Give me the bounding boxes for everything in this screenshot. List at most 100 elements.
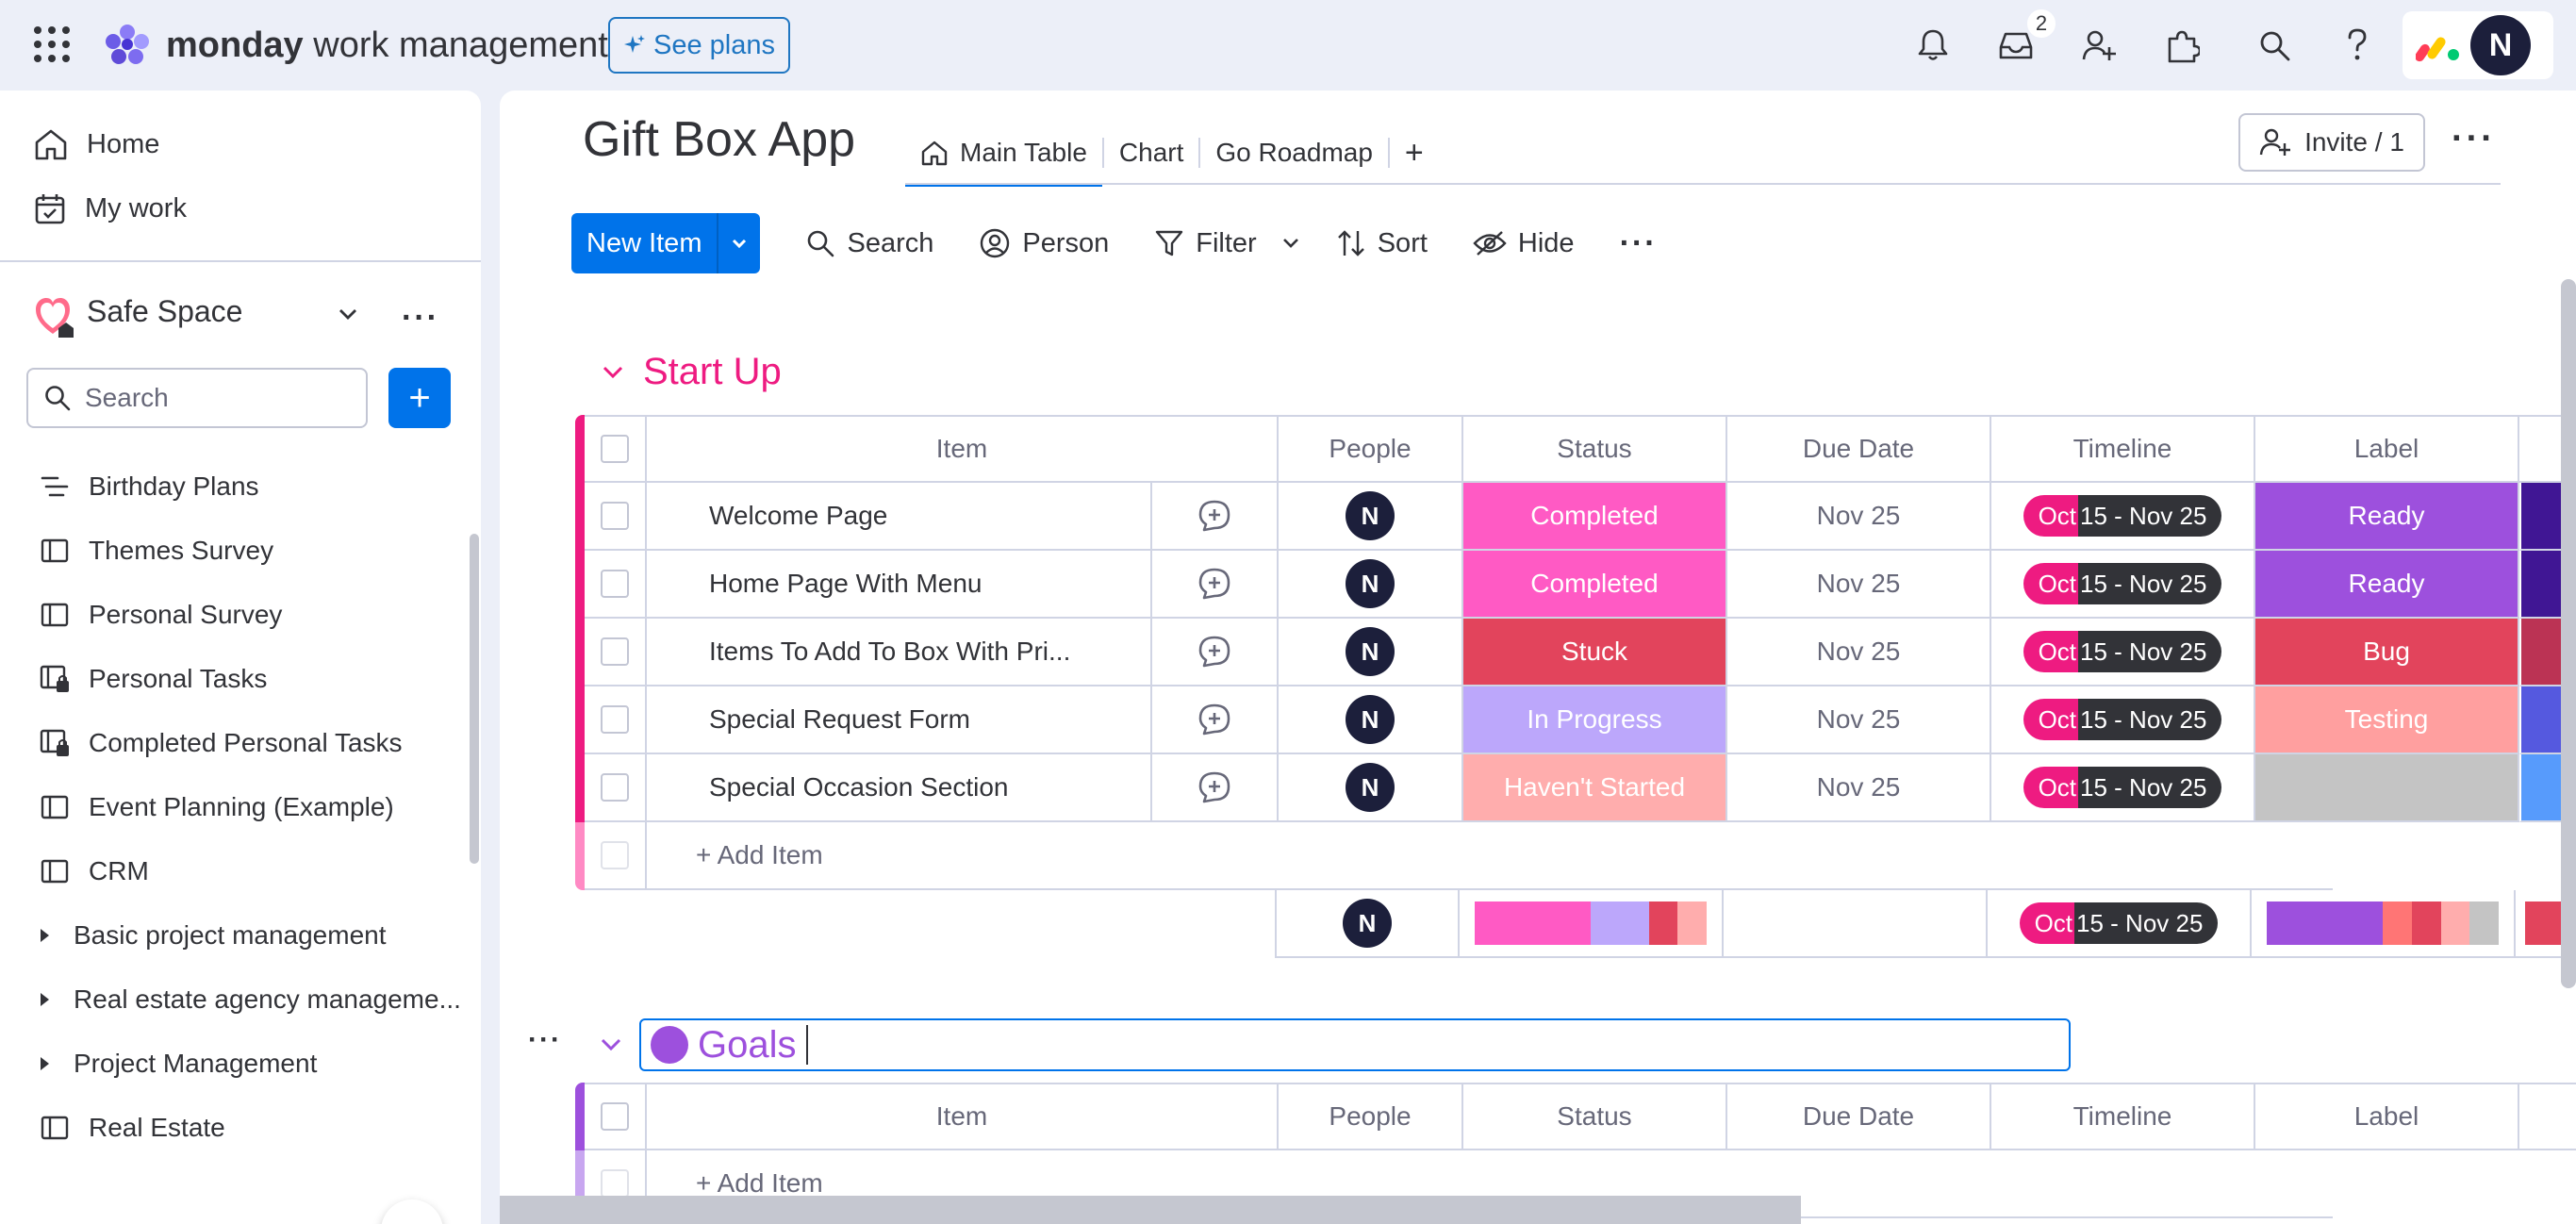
integrations-icon[interactable] [2157, 21, 2206, 70]
column-header-timeline[interactable]: Timeline [1991, 415, 2255, 483]
app-switcher-icon[interactable] [34, 26, 70, 62]
row-select-cell[interactable] [585, 686, 647, 754]
column-header-due-date[interactable]: Due Date [1727, 1083, 1991, 1150]
timeline-cell[interactable]: Oct 15 - Nov 25 [1991, 551, 2255, 619]
sidebar-item[interactable]: CRM [0, 839, 462, 903]
people-cell[interactable]: N [1279, 754, 1463, 822]
status-cell[interactable]: In Progress [1463, 686, 1727, 754]
filter-dropdown-button[interactable] [1280, 232, 1302, 255]
status-cell[interactable]: Haven't Started [1463, 754, 1727, 822]
label-cell[interactable]: Ready [2255, 551, 2519, 619]
people-cell[interactable]: N [1279, 483, 1463, 551]
monday-logo-icon[interactable] [102, 21, 153, 68]
sidebar-item[interactable]: Project Management [0, 1032, 462, 1096]
person-avatar[interactable]: N [1346, 695, 1395, 744]
add-update-icon[interactable] [1150, 483, 1279, 551]
sidebar-item[interactable]: Themes Survey [0, 519, 462, 583]
inbox-icon[interactable] [1991, 21, 2040, 70]
due-date-cell[interactable]: Nov 25 [1727, 483, 1991, 551]
toolbar-search[interactable]: Search [805, 228, 933, 259]
search-icon[interactable] [2250, 21, 2299, 70]
add-board-button[interactable]: + [388, 368, 451, 428]
status-cell[interactable]: Stuck [1463, 619, 1727, 686]
horizontal-scrollbar[interactable] [500, 1196, 1801, 1224]
workspace-name[interactable]: Safe Space [87, 294, 243, 328]
add-update-icon[interactable] [1150, 619, 1279, 686]
toolbar-hide[interactable]: Hide [1473, 228, 1575, 259]
folder-caret-icon[interactable] [38, 1049, 51, 1079]
column-header-timeline[interactable]: Timeline [1991, 1083, 2255, 1150]
folder-caret-icon[interactable] [38, 984, 51, 1015]
table-row[interactable]: Special Request Form N In Progress Nov 25 Oc… [575, 686, 2576, 754]
sidebar-item[interactable]: Personal Survey [0, 583, 462, 647]
column-header-status[interactable]: Status [1463, 1083, 1727, 1150]
sidebar-item[interactable]: Real estate agency manageme... [0, 968, 462, 1032]
people-cell[interactable]: N [1279, 686, 1463, 754]
sidebar-scrollbar[interactable] [470, 534, 479, 864]
item-name-cell[interactable]: Welcome Page [647, 483, 1150, 551]
due-date-cell[interactable]: Nov 25 [1727, 686, 1991, 754]
sidebar-item[interactable]: Event Planning (Example) [0, 775, 462, 839]
row-checkbox[interactable] [601, 502, 629, 530]
toolbar-person[interactable]: Person [979, 227, 1109, 259]
tab-go-roadmap[interactable]: Go Roadmap [1200, 124, 1388, 181]
help-icon[interactable] [2333, 21, 2382, 70]
table-row[interactable]: Welcome Page N Completed Nov 25 Oct 15 - Nov … [575, 483, 2576, 551]
label-cell[interactable]: Bug [2255, 619, 2519, 686]
tab-main-table[interactable]: Main Table [905, 124, 1102, 187]
chevron-down-icon[interactable] [334, 300, 362, 328]
row-select-cell[interactable] [585, 551, 647, 619]
people-cell[interactable]: N [1279, 619, 1463, 686]
folder-caret-icon[interactable] [38, 920, 51, 951]
due-date-cell[interactable]: Nov 25 [1727, 551, 1991, 619]
brand-name[interactable]: monday work management [166, 23, 608, 68]
tab-chart[interactable]: Chart [1104, 124, 1198, 181]
row-select-cell[interactable] [585, 754, 647, 822]
person-avatar[interactable]: N [1346, 627, 1395, 676]
label-cell[interactable]: Testing [2255, 686, 2519, 754]
sidebar-my-work[interactable]: My work [34, 185, 187, 232]
person-avatar[interactable]: N [1346, 491, 1395, 540]
table-row[interactable]: Special Occasion Section N Haven't Started… [575, 754, 2576, 822]
see-plans-button[interactable]: See plans [608, 17, 790, 74]
column-header-people[interactable]: People [1279, 1083, 1463, 1150]
add-item-row[interactable]: + Add Item [575, 822, 2333, 890]
timeline-cell[interactable]: Oct 15 - Nov 25 [1991, 754, 2255, 822]
select-all-checkbox[interactable] [601, 435, 629, 463]
due-date-cell[interactable]: Nov 25 [1727, 754, 1991, 822]
status-cell[interactable]: Completed [1463, 483, 1727, 551]
group-more-button[interactable]: ··· [528, 1024, 562, 1055]
item-name-cell[interactable]: Items To Add To Box With Pri... [647, 619, 1150, 686]
sidebar-scroll-down-button[interactable] [381, 1199, 443, 1224]
invite-button[interactable]: Invite / 1 [2238, 113, 2425, 172]
column-header-label[interactable]: Label [2255, 415, 2519, 483]
collapse-group-icon[interactable] [598, 1032, 624, 1058]
timeline-cell[interactable]: Oct 15 - Nov 25 [1991, 686, 2255, 754]
item-name-cell[interactable]: Special Request Form [647, 686, 1150, 754]
sidebar-home[interactable]: Home [34, 121, 159, 168]
item-name-cell[interactable]: Special Occasion Section [647, 754, 1150, 822]
column-header-item[interactable]: Item [647, 1083, 1279, 1150]
row-select-cell[interactable] [585, 483, 647, 551]
row-checkbox[interactable] [601, 637, 629, 666]
user-avatar[interactable]: N [2470, 15, 2531, 75]
timeline-cell[interactable]: Oct 15 - Nov 25 [1991, 619, 2255, 686]
group-title-input[interactable]: Goals [639, 1018, 2071, 1071]
workspace-more-button[interactable]: ··· [402, 300, 439, 336]
select-all-cell[interactable] [585, 415, 647, 483]
status-cell[interactable]: Completed [1463, 551, 1727, 619]
label-cell[interactable] [2255, 754, 2519, 822]
toolbar-more-button[interactable]: ··· [1619, 224, 1658, 261]
column-header-due-date[interactable]: Due Date [1727, 415, 1991, 483]
sidebar-search-input[interactable]: Search [26, 368, 368, 428]
add-update-icon[interactable] [1150, 754, 1279, 822]
column-header-label[interactable]: Label [2255, 1083, 2519, 1150]
group-color-picker[interactable] [651, 1026, 688, 1064]
add-item-input[interactable]: + Add Item [647, 822, 2333, 890]
board-more-button[interactable]: ··· [2452, 119, 2496, 158]
select-all-cell[interactable] [585, 1083, 647, 1150]
row-checkbox[interactable] [601, 705, 629, 734]
due-date-cell[interactable]: Nov 25 [1727, 619, 1991, 686]
toolbar-sort[interactable]: Sort [1336, 228, 1428, 259]
row-select-cell[interactable] [585, 619, 647, 686]
